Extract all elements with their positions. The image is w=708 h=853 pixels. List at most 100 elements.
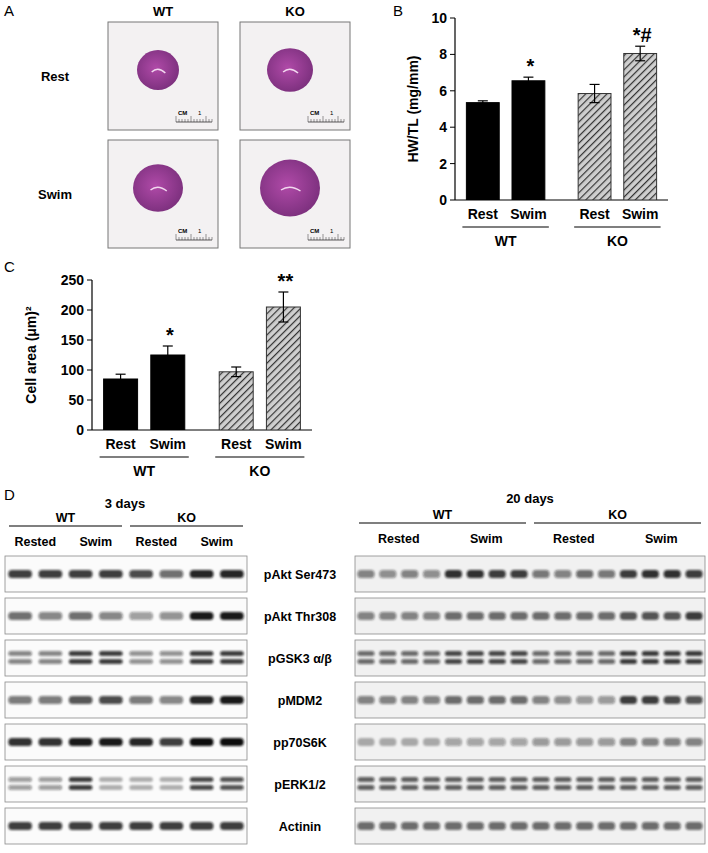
scale-tick [323,116,324,122]
band-upper [69,651,93,656]
band [190,696,214,704]
scale-tick [311,237,312,240]
band-single [686,822,703,830]
blot-strip [5,724,247,760]
band [39,612,63,620]
y-axis [454,18,455,200]
group-line [534,522,701,523]
scale-tick [326,119,327,122]
band [190,570,214,578]
band-single [401,738,418,746]
histology-image [108,140,218,248]
y-axis-label: Cell area (μm)² [23,306,39,404]
error-bar [635,46,645,61]
band [598,696,615,704]
scale-tick [332,119,333,122]
error-cap [116,374,126,375]
band [664,738,681,746]
figure: AWTKORestCM1CM1SwimCM1CM1BHW/TL (mg/mm)0… [0,0,708,853]
scale-tick [338,234,339,240]
band-single [554,612,571,620]
band-single [190,570,214,578]
band-upper [129,777,153,782]
band-single [69,822,93,830]
band [554,696,571,704]
band [664,651,681,664]
band-lower [532,785,549,790]
scale-tick [314,119,315,122]
band-upper [190,777,214,782]
bar [266,307,300,430]
band [160,696,184,704]
band-single [532,570,549,578]
group-label: KO [177,511,196,525]
band-lower [620,659,637,664]
band-single [357,738,374,746]
band [554,777,571,790]
band [423,651,440,664]
band [379,612,396,620]
y-tick-label: 2 [439,156,447,172]
error-bar [478,101,488,105]
y-tick [87,310,92,311]
band [467,612,484,620]
band-lower [190,659,214,664]
band-lower [39,785,63,790]
error-cap [523,84,533,85]
band-upper [686,651,703,656]
band-lower [190,785,214,790]
blot-strip [355,556,705,592]
band-single [511,570,528,578]
band [401,696,418,704]
band [620,696,637,704]
band-lower [686,659,703,664]
error-cap [163,363,173,364]
band-single [190,696,214,704]
band [576,822,593,830]
condition-label: Rested [378,532,420,546]
lumen [281,187,301,191]
bar [219,372,253,430]
x-tick-label: Rest [221,436,252,452]
band [379,777,396,790]
band-upper [220,777,244,782]
band [220,822,244,830]
band-single [664,612,681,620]
band-single [467,738,484,746]
band [8,696,32,704]
band-single [401,696,418,704]
band-single [620,570,637,578]
band [467,777,484,790]
significance-mark: ** [278,270,294,292]
band-single [576,738,593,746]
band-lower [423,785,440,790]
heart-section [260,160,320,217]
band [532,612,549,620]
group-line [574,226,660,227]
band [686,738,703,746]
y-tick-label: 6 [439,83,447,99]
band-upper [576,777,593,782]
band [357,822,374,830]
band-lower [379,659,396,664]
band-upper [401,651,418,656]
band [423,696,440,704]
band-lower [598,659,615,664]
blot-row-label: pGSK3 α/β [268,652,332,666]
band [401,822,418,830]
band-single [8,570,32,578]
error-bar [523,77,533,84]
band [69,612,93,620]
blot-title: 20 days [506,491,554,506]
y-tick-label: 0 [439,192,447,208]
lumen [152,69,166,73]
scale-unit: CM [178,110,187,116]
scale-tick [344,237,345,240]
blot-row-label: pAkt Thr308 [264,610,336,624]
error-stem [594,84,595,102]
band-upper [8,777,32,782]
band [445,696,462,704]
scale-tick [329,237,330,240]
band-upper [620,777,637,782]
scale-value: 1 [330,228,334,234]
